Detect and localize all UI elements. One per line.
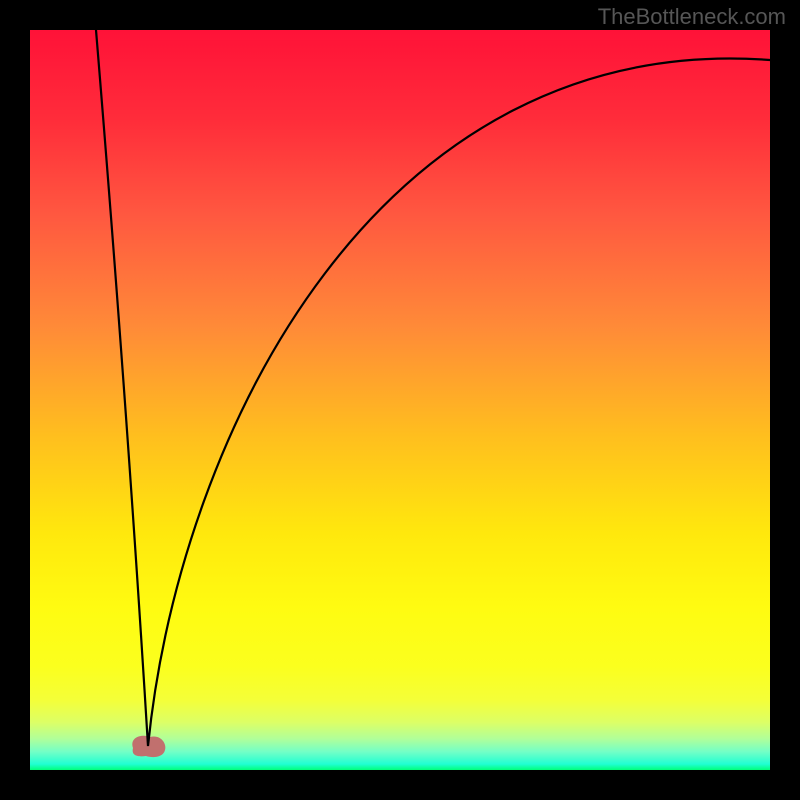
gradient-background xyxy=(30,30,770,770)
plot-area xyxy=(30,30,770,775)
attribution-text: TheBottleneck.com xyxy=(598,4,786,30)
chart-frame: TheBottleneck.com xyxy=(0,0,800,800)
chart-svg xyxy=(30,30,770,770)
